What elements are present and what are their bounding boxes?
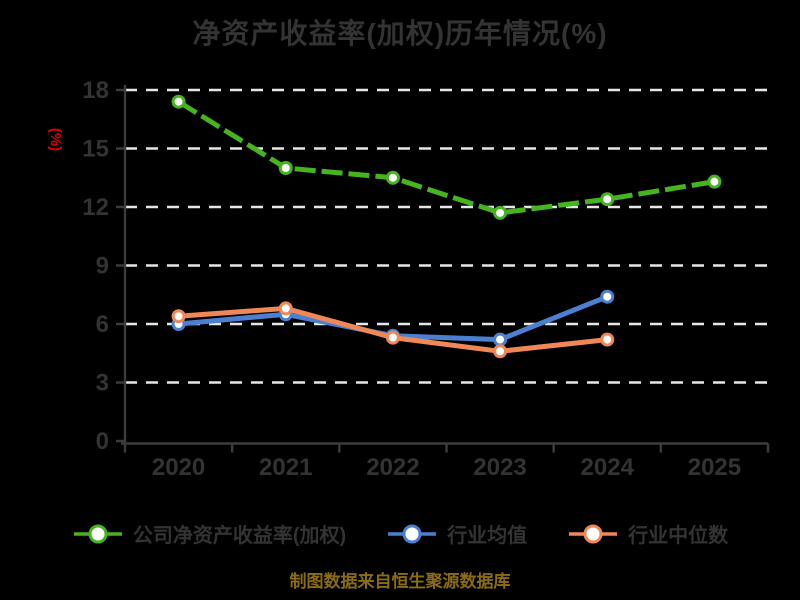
x-tick-label: 2025 — [688, 454, 741, 481]
data-point-marker — [707, 174, 722, 189]
chart-title: 净资产收益率(加权)历年情况(%) — [192, 18, 608, 49]
legend-label: 行业中位数 — [628, 525, 729, 547]
gridlines — [125, 88, 768, 384]
data-source-caption: 制图数据来自恒生聚源数据库 — [289, 572, 511, 591]
legend-marker-icon — [73, 524, 122, 543]
legend-item-3: 行业中位数 — [567, 519, 728, 548]
x-tick-label: 2024 — [581, 454, 635, 481]
legend-label: 行业均值 — [447, 525, 528, 547]
data-point-marker — [493, 344, 508, 359]
y-tick-label: 3 — [96, 370, 109, 397]
legend-marker-icon — [388, 524, 437, 543]
data-point-marker — [278, 301, 293, 316]
x-tick-labels: 2020 2021 2022 2023 2024 2025 — [152, 454, 741, 481]
data-point-marker — [600, 192, 615, 207]
x-tick-label: 2022 — [366, 454, 419, 481]
data-point-marker — [385, 330, 400, 345]
data-point-marker — [171, 94, 186, 109]
x-tick-label: 2023 — [473, 454, 526, 481]
y-tick-label: 6 — [96, 311, 109, 338]
x-tick-label: 2020 — [152, 454, 205, 481]
axes — [116, 85, 770, 453]
data-point-marker — [493, 332, 508, 347]
series-line-1 — [171, 94, 722, 220]
data-point-marker — [385, 170, 400, 185]
legend-marker-icon — [569, 524, 618, 543]
data-point-marker — [171, 309, 186, 324]
legend-item-1: 公司净资产收益率(加权) — [72, 519, 346, 548]
data-point-marker — [600, 289, 615, 304]
legend-label: 公司净资产收益率(加权) — [132, 525, 347, 547]
y-tick-label: 9 — [96, 253, 109, 280]
y-tick-labels: 0 3 6 9 12 15 18 — [82, 77, 109, 455]
data-point-marker — [493, 205, 508, 220]
series-line-3 — [171, 301, 615, 359]
x-tick-label: 2021 — [259, 454, 312, 481]
y-tick-label: 12 — [82, 194, 109, 221]
legend: 公司净资产收益率(加权) 行业均值 行业中位数 — [0, 519, 800, 548]
data-point-marker — [278, 161, 293, 175]
y-tick-label: 0 — [96, 428, 109, 455]
legend-item-2: 行业均值 — [386, 519, 527, 548]
y-tick-label: 15 — [82, 136, 109, 163]
y-tick-label: 18 — [82, 77, 109, 104]
data-point-marker — [600, 332, 615, 347]
